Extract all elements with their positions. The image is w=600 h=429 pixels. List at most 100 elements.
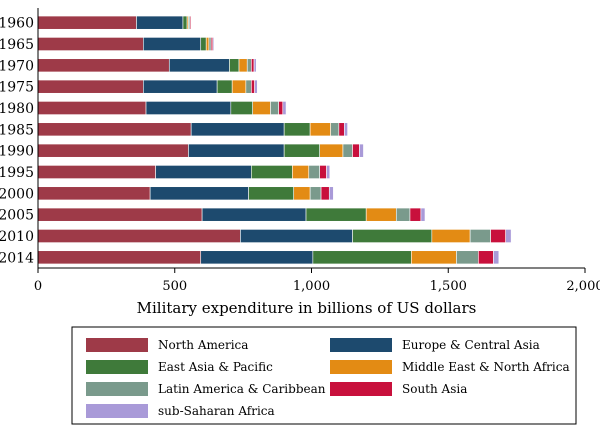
bar-2000-latin-america-caribbean bbox=[309, 186, 322, 201]
bar-2005-east-asia-pacific bbox=[305, 207, 367, 222]
bar-2000-north-america bbox=[37, 186, 151, 201]
bar-1995-north-america bbox=[37, 165, 156, 179]
bar-1975-middle-east-north-africa bbox=[231, 79, 247, 94]
bar-2014-east-asia-pacific bbox=[312, 250, 412, 265]
bar-1980-europe-central-asia bbox=[145, 101, 232, 115]
legend-label: South Asia bbox=[402, 382, 467, 396]
bar-1980-north-america bbox=[37, 101, 147, 115]
bar-2000-east-asia-pacific bbox=[248, 186, 295, 201]
bar-1965-east-asia-pacific bbox=[200, 37, 207, 51]
bar-1985-europe-central-asia bbox=[190, 122, 285, 137]
bar-2005-north-america bbox=[37, 207, 203, 222]
bar-1980-south-asia bbox=[278, 101, 284, 115]
bar-1975-europe-central-asia bbox=[143, 79, 218, 94]
bar-2000-europe-central-asia bbox=[149, 186, 249, 201]
bar-1970-sub-saharan-africa bbox=[253, 58, 257, 73]
bar-1990-middle-east-north-africa bbox=[319, 143, 344, 158]
legend-swatch-south-asia bbox=[330, 382, 392, 396]
category-label: 1995 bbox=[0, 165, 34, 181]
bar-1975-latin-america-caribbean bbox=[245, 79, 252, 94]
bar-1995-south-asia bbox=[319, 165, 327, 179]
bar-1985-north-america bbox=[37, 122, 192, 137]
bar-1995-europe-central-asia bbox=[155, 165, 252, 179]
bar-1990-north-america bbox=[37, 143, 189, 158]
legend-label: Europe & Central Asia bbox=[402, 338, 540, 352]
bar-1995-latin-america-caribbean bbox=[308, 165, 321, 179]
legend-swatch-east-asia-pacific bbox=[86, 360, 148, 374]
x-tick-label: 1,000 bbox=[293, 279, 330, 294]
category-label: 1960 bbox=[0, 16, 34, 32]
category-label: 1970 bbox=[0, 58, 34, 74]
bar-1980-sub-saharan-africa bbox=[282, 101, 287, 115]
legend-label: sub-Saharan Africa bbox=[158, 404, 275, 418]
legend-swatch-europe-central-asia bbox=[330, 338, 392, 352]
category-label: 2000 bbox=[0, 186, 34, 202]
x-tick-label: 0 bbox=[34, 279, 42, 294]
bar-1970-latin-america-caribbean bbox=[246, 58, 252, 73]
legend-swatch-sub-saharan-africa bbox=[86, 404, 148, 418]
bar-1975-north-america bbox=[37, 79, 144, 94]
bar-1990-europe-central-asia bbox=[188, 143, 285, 158]
bar-1985-sub-saharan-africa bbox=[344, 122, 348, 137]
bar-1990-sub-saharan-africa bbox=[359, 143, 364, 158]
legend-box bbox=[71, 326, 577, 425]
x-axis-label: Military expenditure in billions of US d… bbox=[137, 299, 477, 317]
bar-1975-sub-saharan-africa bbox=[254, 79, 258, 94]
bar-2005-south-asia bbox=[409, 207, 422, 222]
bar-1960-north-america bbox=[37, 15, 137, 30]
legend-swatch-latin-america-caribbean bbox=[86, 382, 148, 396]
x-tick-label: 500 bbox=[162, 279, 187, 294]
category-label: 2014 bbox=[0, 250, 34, 266]
bar-2014-middle-east-north-africa bbox=[411, 250, 457, 265]
bar-1970-north-america bbox=[37, 58, 170, 73]
bar-2005-sub-saharan-africa bbox=[420, 207, 426, 222]
bar-2010-south-asia bbox=[490, 229, 506, 243]
x-ticks: 0 500 1,000 1,500 2,000 bbox=[34, 268, 600, 294]
legend-swatch-north-america bbox=[86, 338, 148, 352]
bar-1985-middle-east-north-africa bbox=[309, 122, 331, 137]
x-tick-label: 2,000 bbox=[566, 279, 600, 294]
bar-2005-europe-central-asia bbox=[201, 207, 307, 222]
bar-1995-east-asia-pacific bbox=[251, 165, 293, 179]
bar-2000-sub-saharan-africa bbox=[328, 186, 334, 201]
bar-1970-south-asia bbox=[251, 58, 255, 73]
bars-group bbox=[37, 15, 512, 265]
legend-label: Latin America & Caribbean bbox=[158, 382, 326, 396]
bar-1970-middle-east-north-africa bbox=[238, 58, 248, 73]
bar-1980-east-asia-pacific bbox=[230, 101, 254, 115]
bar-1975-east-asia-pacific bbox=[216, 79, 233, 94]
x-tick-label: 1,500 bbox=[430, 279, 467, 294]
bar-2010-north-america bbox=[37, 229, 241, 243]
legend-label: East Asia & Pacific bbox=[158, 360, 273, 374]
bar-2010-latin-america-caribbean bbox=[469, 229, 491, 243]
category-label: 2010 bbox=[0, 229, 34, 245]
bar-1990-latin-america-caribbean bbox=[342, 143, 353, 158]
bar-2000-south-asia bbox=[320, 186, 330, 201]
bar-1965-north-america bbox=[37, 37, 144, 51]
bar-2010-middle-east-north-africa bbox=[431, 229, 471, 243]
bar-1965-latin-america-caribbean bbox=[208, 37, 212, 51]
bar-1995-middle-east-north-africa bbox=[292, 165, 310, 179]
bar-1990-east-asia-pacific bbox=[283, 143, 321, 158]
bar-2000-middle-east-north-africa bbox=[293, 186, 311, 201]
bar-2014-europe-central-asia bbox=[200, 250, 314, 265]
bar-1965-sub-saharan-africa bbox=[212, 37, 215, 51]
bar-1960-sub-saharan-africa bbox=[190, 15, 192, 30]
bar-2005-middle-east-north-africa bbox=[365, 207, 397, 222]
category-label: 1990 bbox=[0, 144, 34, 160]
category-labels: 1960 1965 1970 1975 1980 1985 1990 1995 2000 2005… bbox=[0, 16, 34, 267]
bar-2014-south-asia bbox=[478, 250, 494, 265]
category-label: 1980 bbox=[0, 101, 34, 117]
legend-swatch-middle-east-north-africa bbox=[330, 360, 392, 374]
legend: North America Europe & Central Asia East A… bbox=[71, 326, 577, 425]
bar-1960-europe-central-asia bbox=[136, 15, 184, 30]
legend-label: Middle East & North Africa bbox=[402, 360, 570, 374]
bar-1995-sub-saharan-africa bbox=[326, 165, 331, 179]
category-label: 2005 bbox=[0, 208, 34, 224]
bar-2005-latin-america-caribbean bbox=[395, 207, 411, 222]
bar-2010-sub-saharan-africa bbox=[505, 229, 512, 243]
bar-1990-south-asia bbox=[352, 143, 360, 158]
bar-2014-sub-saharan-africa bbox=[493, 250, 500, 265]
bar-1960-east-asia-pacific bbox=[182, 15, 188, 30]
